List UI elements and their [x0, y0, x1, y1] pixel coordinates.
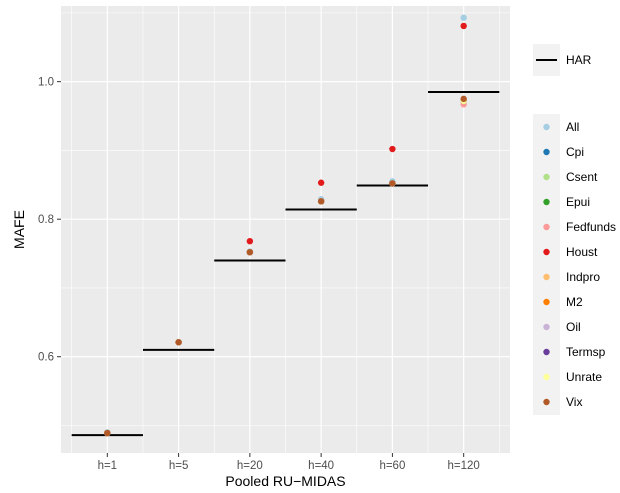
legend-key-oil: [543, 323, 550, 331]
point-houst: [460, 22, 467, 30]
y-axis-label: MAFE: [11, 210, 27, 249]
axes: 0.6 0.8 1.0 h=1 h=5 h=20 h=40 h=60 h=120: [38, 77, 480, 472]
x-tick-label: h=5: [169, 460, 189, 472]
legend-key-houst: [543, 248, 550, 256]
legend: HAR All Cpi Csent Epui Fedfunds Houst Indpro M2 O…: [533, 44, 616, 415]
legend-key-bg: [533, 114, 560, 415]
x-tick-label: h=60: [379, 460, 405, 472]
legend-label: Indpro: [566, 270, 600, 284]
x-axis-label: Pooled RU−MIDAS: [225, 473, 345, 489]
point-all: [460, 14, 467, 21]
legend-key-m2: [543, 298, 550, 306]
legend-label: Csent: [566, 170, 598, 184]
legend-key-indpro: [543, 273, 550, 281]
legend-label: Epui: [566, 195, 590, 209]
point-vix: [317, 198, 325, 205]
legend-label: Oil: [566, 320, 581, 334]
legend-key-csent: [543, 173, 550, 181]
legend-label: M2: [566, 295, 583, 309]
legend-label: All: [566, 120, 579, 134]
legend-label: Unrate: [566, 370, 602, 384]
har-lines: [71, 90, 500, 437]
legend-key-cpi: [543, 148, 550, 156]
point-vix: [175, 339, 182, 346]
y-tick-label: 1.0: [38, 77, 54, 89]
legend-label: Houst: [566, 245, 598, 259]
legend-key-all: [543, 123, 550, 131]
grid-lines: [61, 6, 510, 453]
point-houst: [246, 237, 254, 245]
x-tick-label: h=20: [237, 460, 263, 472]
point-vix: [460, 95, 467, 103]
x-tick-label: h=40: [308, 460, 334, 472]
legend-key-fedfunds: [543, 223, 550, 231]
legend-label: Termsp: [566, 345, 606, 359]
legend-label: HAR: [566, 53, 592, 67]
point-houst: [317, 179, 325, 186]
point-houst: [389, 145, 396, 153]
legend-key-termsp: [543, 348, 550, 356]
legend-label: Vix: [566, 395, 582, 409]
legend-label: Cpi: [566, 145, 584, 159]
y-tick-label: 0.8: [38, 214, 54, 226]
legend-key-unrate: [543, 373, 550, 381]
x-tick-label: h=120: [448, 460, 480, 472]
x-tick-label: h=1: [98, 460, 118, 472]
point-vix: [389, 180, 396, 187]
legend-key-epui: [543, 198, 550, 206]
point-vix: [246, 248, 254, 256]
y-tick-label: 0.6: [38, 352, 54, 364]
legend-label: Fedfunds: [566, 220, 616, 234]
point-vix: [104, 429, 111, 437]
data-points: [104, 14, 467, 437]
legend-key-vix: [543, 398, 550, 406]
